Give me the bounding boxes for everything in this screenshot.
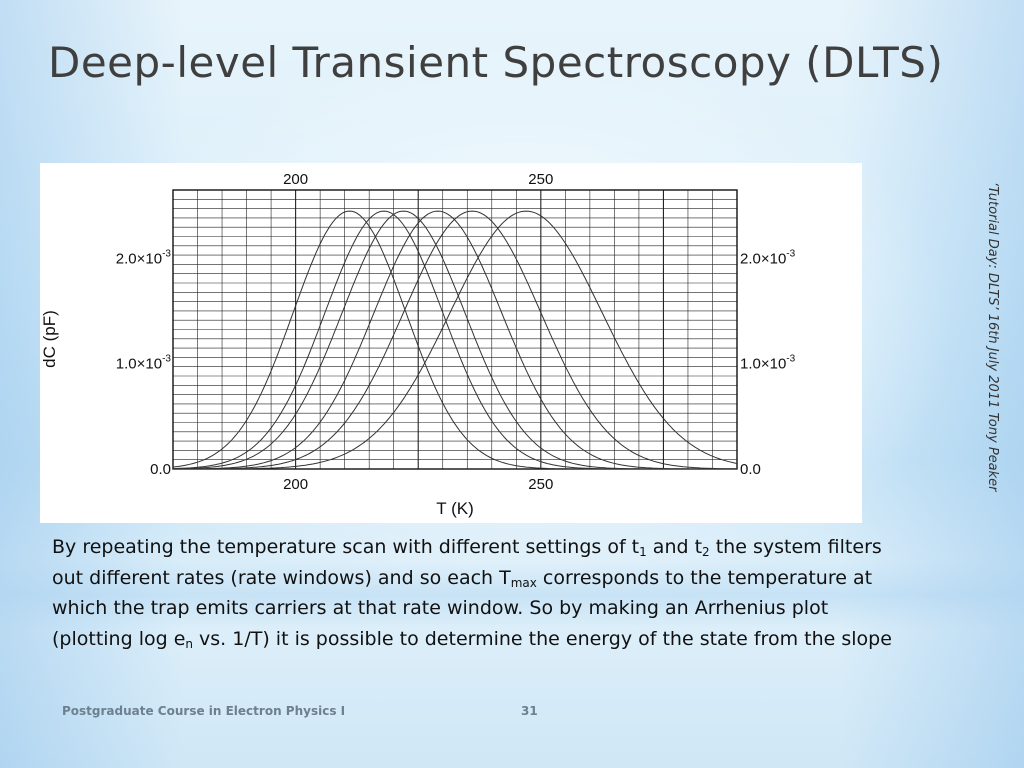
body-paragraph: By repeating the temperature scan with d… <box>52 532 912 654</box>
y-tick-label-right: 2.0×10-3 <box>740 248 796 267</box>
y-tick-exponent: -3 <box>162 354 171 365</box>
body-text-part-2: and t <box>646 536 703 558</box>
y-tick-exponent: -3 <box>786 248 795 259</box>
body-text-part-5: vs. 1/T) it is possible to determine the… <box>193 627 892 650</box>
dlts-peak-curve-6 <box>173 210 738 470</box>
body-text-part-1: By repeating the temperature scan with d… <box>52 536 640 558</box>
x-tick-label-bottom: 200 <box>283 476 308 493</box>
body-subscript-max: max <box>510 575 537 590</box>
y-tick-label-right: 1.0×10-3 <box>740 354 796 373</box>
chart-frame <box>172 189 738 470</box>
slide-title: Deep-level Transient Spectroscopy (DLTS) <box>48 38 944 87</box>
y-tick-label-right: 0.0 <box>740 461 761 478</box>
body-text-part-3: the system filters out different rates (… <box>52 536 882 589</box>
dlts-figure: 200 200 250 250 0.0 0.0 1.0×10-3 1.0×10-3 2.0×10… <box>40 163 862 523</box>
y-tick-label-left: 2.0×10-3 <box>116 248 172 267</box>
body-subscript-n: n <box>185 636 193 651</box>
y-tick-label-left: 1.0×10-3 <box>116 354 172 373</box>
y-tick-exponent: -3 <box>786 354 795 365</box>
chart-grid <box>173 190 737 469</box>
chart-curves <box>172 210 738 470</box>
dlts-peak-curve-5 <box>173 210 737 470</box>
dlts-peak-curve-1 <box>172 210 737 470</box>
body-subscript-1: 1 <box>639 545 647 559</box>
x-tick-label-bottom: 250 <box>528 476 553 493</box>
y-tick-exponent: -3 <box>162 248 171 259</box>
dlts-peak-curve-2 <box>172 210 737 470</box>
y-axis-label: dC (pF) <box>40 310 59 368</box>
chart-tick-labels: 200 200 250 250 0.0 0.0 1.0×10-3 1.0×10-3 2.0×10… <box>116 171 796 493</box>
side-credit: ‘Tutorial Day: DLTS’ 16th July 2011 Tony… <box>985 182 1000 492</box>
x-axis-label: T (K) <box>436 499 473 518</box>
dlts-peak-curve-3 <box>172 210 737 470</box>
dlts-chart: 200 200 250 250 0.0 0.0 1.0×10-3 1.0×10-3 2.0×10… <box>40 171 796 518</box>
body-text-part-4: corresponds to the temperature at which … <box>52 566 873 650</box>
footer-page-number: 31 <box>521 704 538 718</box>
y-tick-label-left: 0.0 <box>150 461 171 478</box>
footer-course-title: Postgraduate Course in Electron Physics … <box>62 704 346 718</box>
dlts-peak-curve-4 <box>172 210 737 470</box>
x-tick-label-top: 200 <box>283 171 308 188</box>
x-tick-label-top: 250 <box>528 171 553 188</box>
plot-frame <box>172 189 738 470</box>
body-subscript-2: 2 <box>702 545 710 559</box>
